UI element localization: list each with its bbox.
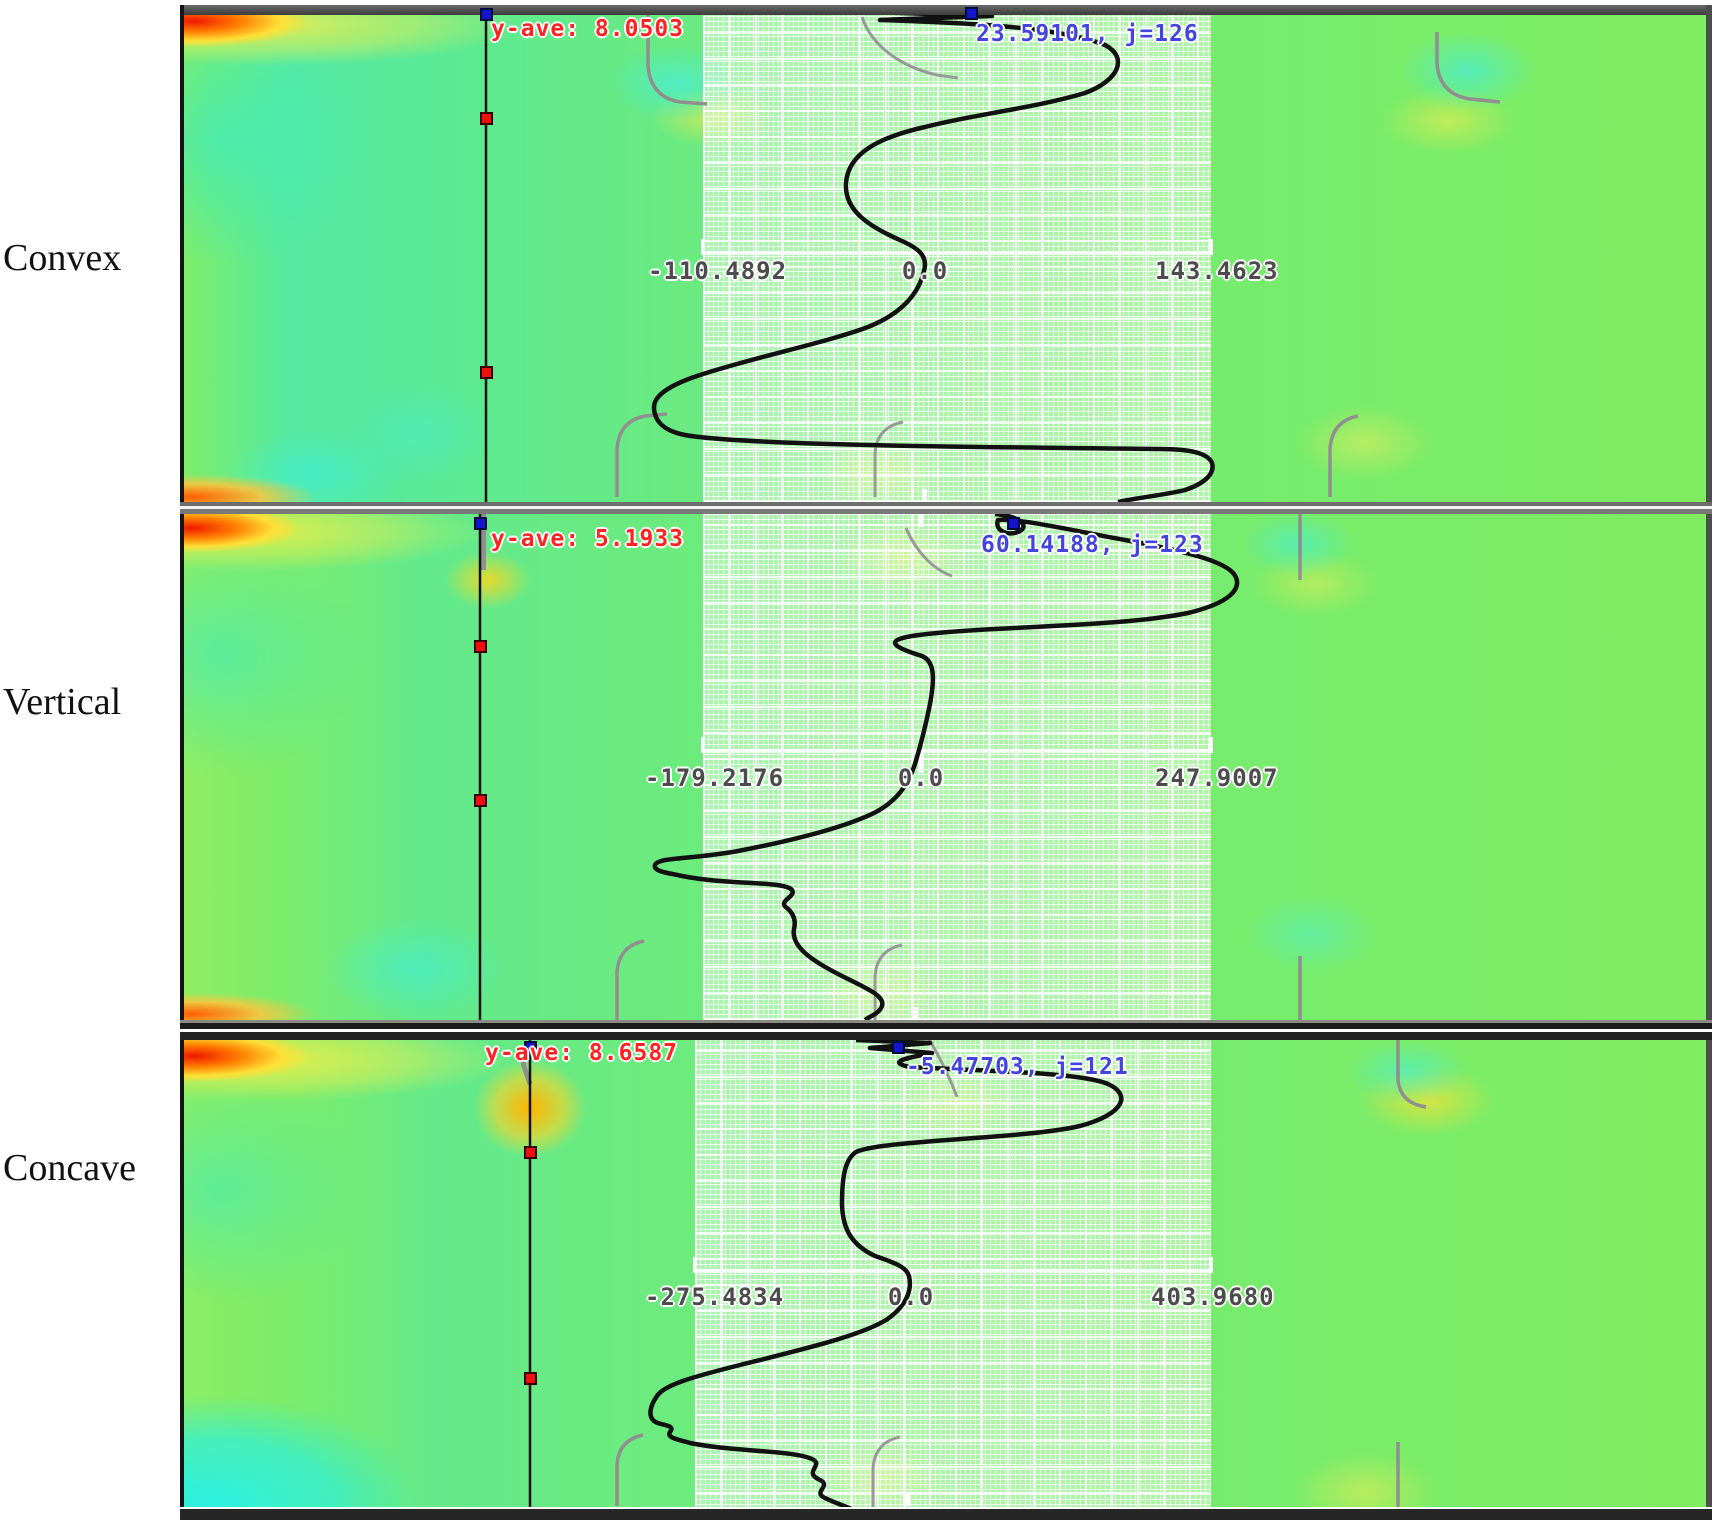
zero-edge-tick-bottom <box>913 1007 918 1020</box>
contour-line <box>1396 1040 1427 1109</box>
y-ave-label: y-ave: 8.6587 <box>485 1040 679 1066</box>
contour-line <box>1328 414 1359 497</box>
panel-left-border <box>180 5 184 502</box>
slice-top-marker[interactable] <box>480 8 493 21</box>
peak-label: -5.47703, j=121 <box>906 1054 1129 1080</box>
slice-marker-upper[interactable] <box>480 112 493 125</box>
scale-tick-max <box>1209 1257 1213 1273</box>
contour-line <box>871 1435 901 1507</box>
zero-edge-tick-bottom <box>905 1493 910 1506</box>
panel-bottom-border <box>180 1507 1712 1520</box>
profile-curve <box>652 514 1240 1020</box>
overlay-svg <box>484 5 1501 502</box>
y-ave-label: y-ave: 5.1933 <box>491 526 685 552</box>
contour-line <box>517 1045 533 1085</box>
slice-marker-lower[interactable] <box>524 1372 537 1385</box>
contour-line <box>615 412 668 497</box>
peak-label: 23.59101, j=126 <box>976 21 1199 47</box>
scale-max-label: 247.9007 <box>1155 764 1279 792</box>
scale-tick-min <box>701 737 705 753</box>
curve-peak-marker[interactable] <box>1007 517 1020 530</box>
row-label-vertical: Vertical <box>3 681 122 723</box>
scale-min-label: -110.4892 <box>648 257 788 285</box>
scale-max-label: 403.9680 <box>1151 1283 1275 1311</box>
slice-marker-upper[interactable] <box>474 640 487 653</box>
contour-line <box>646 5 708 106</box>
panel-left-border <box>180 514 184 1020</box>
row-label-convex: Convex <box>3 237 122 279</box>
panel-vertical: y-ave: 5.1933 60.14188, j=123 -179.2176 … <box>180 514 1712 1020</box>
scale-min-label: -179.2176 <box>645 764 785 792</box>
grid-band <box>703 514 1211 1020</box>
panel-concave: y-ave: 8.6587 -5.47703, j=121 -275.4834 … <box>180 1040 1712 1520</box>
scale-tick-max <box>1209 737 1213 753</box>
panel-convex: y-ave: 8.0503 23.59101, j=126 -110.4892 … <box>180 5 1712 502</box>
scale-tick-min <box>693 1257 697 1273</box>
scale-tick-max <box>1209 239 1213 255</box>
panel-separator <box>180 502 1712 514</box>
profile-curve <box>651 5 1215 502</box>
slice-top-marker[interactable] <box>524 1041 537 1054</box>
zero-edge-tick-bottom <box>922 489 927 502</box>
panel-right-border <box>1706 5 1712 502</box>
overlay-svg <box>517 1040 1427 1520</box>
panel-top-border <box>180 5 1712 15</box>
scale-zero-label: 0.0 <box>897 764 945 792</box>
scale-min-label: -275.4834 <box>645 1283 785 1311</box>
y-ave-label: y-ave: 8.0503 <box>491 16 685 42</box>
scale-max-label: 143.4623 <box>1155 257 1279 285</box>
scale-tick-min <box>701 239 705 255</box>
peak-label: 60.14188, j=123 <box>981 532 1204 558</box>
row-label-concave: Concave <box>3 1147 136 1189</box>
slice-marker-upper[interactable] <box>524 1146 537 1159</box>
contour-line <box>873 943 903 1020</box>
slice-marker-lower[interactable] <box>480 366 493 379</box>
grid-band <box>695 1040 1211 1520</box>
contour-line <box>873 420 904 497</box>
slice-marker-lower[interactable] <box>474 794 487 807</box>
panel-left-border <box>180 1040 184 1520</box>
panel-right-border <box>1706 1040 1712 1520</box>
curve-peak-marker[interactable] <box>892 1041 905 1054</box>
contour-line <box>860 16 959 80</box>
curve-peak-marker[interactable] <box>965 7 978 20</box>
contour-line <box>615 939 645 1020</box>
zero-edge-tick-top <box>918 514 923 527</box>
profile-curve <box>648 1040 1124 1520</box>
overlay-svg <box>478 514 1302 1020</box>
scale-zero-label: 0.0 <box>901 257 949 285</box>
contour-line <box>904 527 953 578</box>
panel-right-border <box>1706 514 1712 1020</box>
panel-separator <box>180 1020 1712 1040</box>
contour-line <box>1435 32 1501 104</box>
contour-line <box>615 1433 644 1506</box>
scale-zero-label: 0.0 <box>887 1283 935 1311</box>
scale-tick-zero <box>919 751 923 773</box>
slice-top-marker[interactable] <box>474 517 487 530</box>
